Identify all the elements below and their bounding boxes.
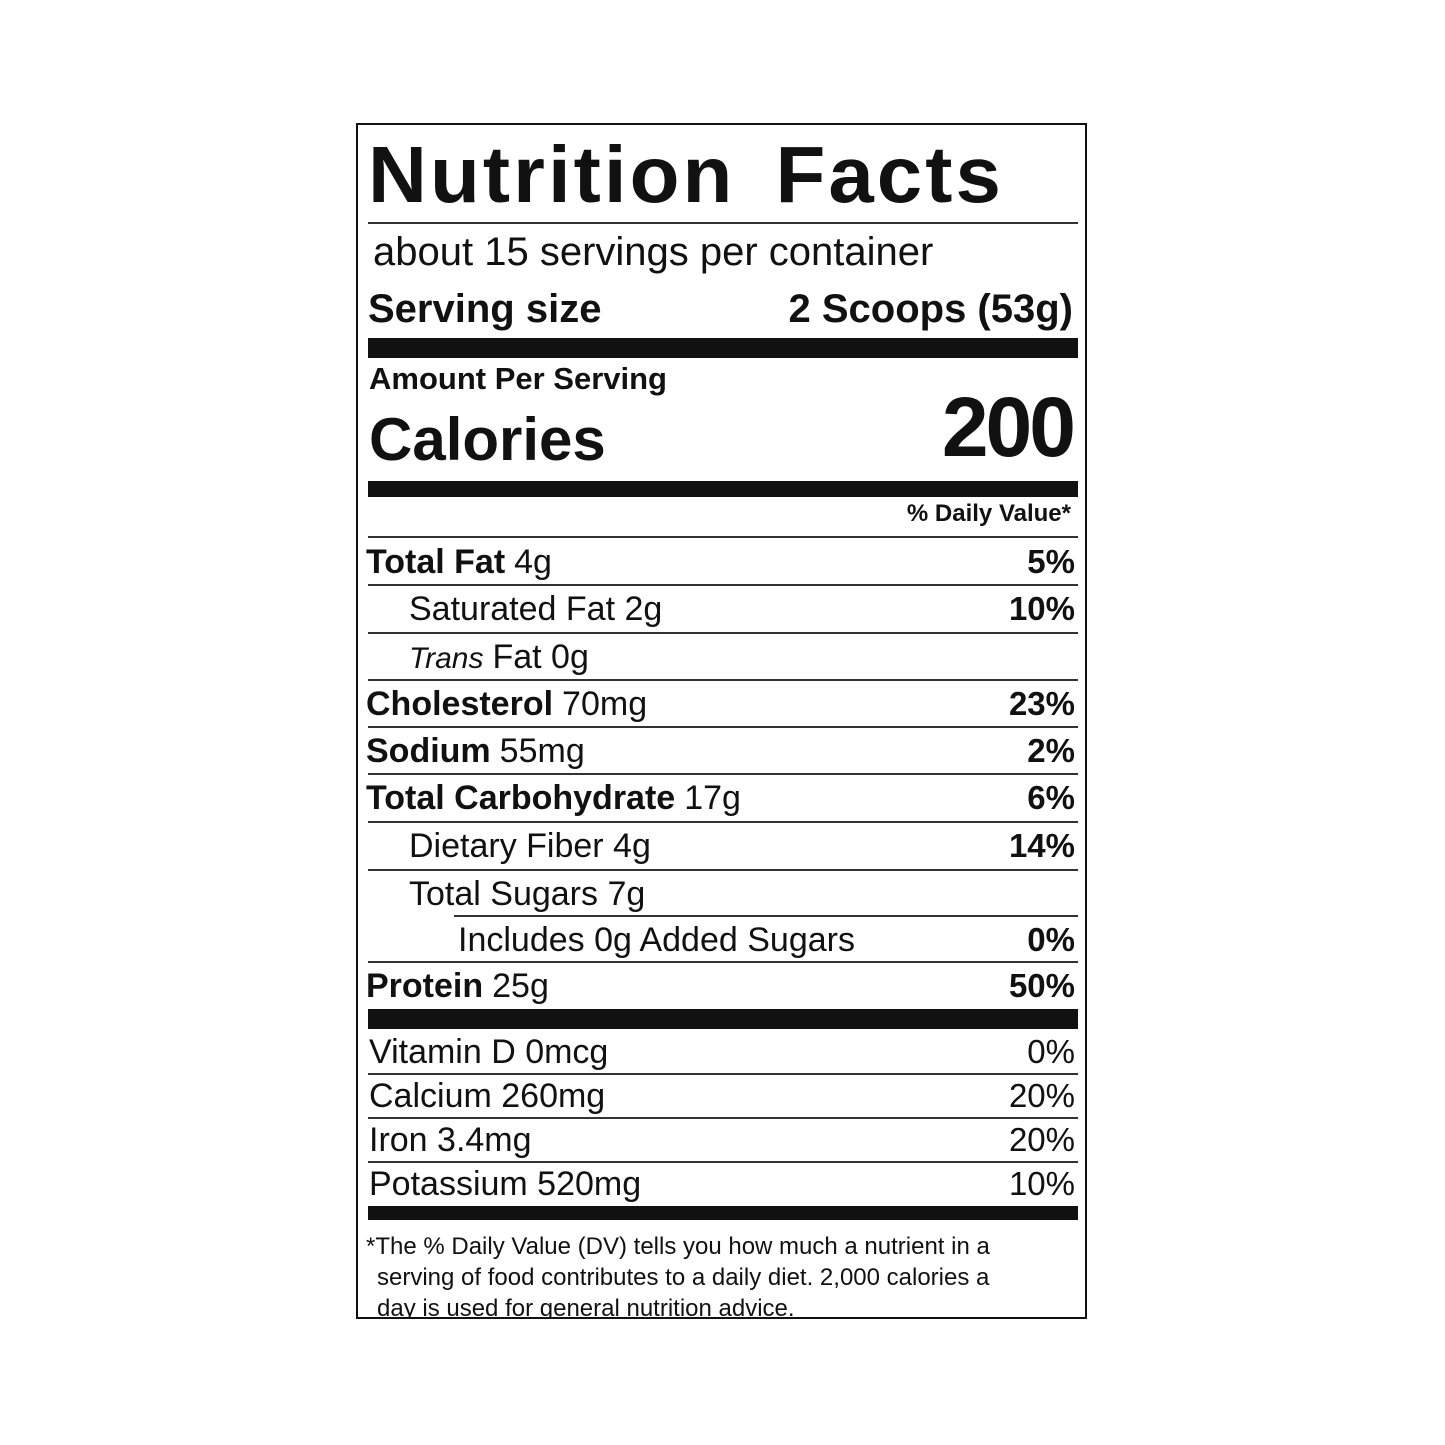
nutrient-daily-value: 23% <box>1008 685 1075 722</box>
vitamin-row-iron: Iron 3.4mg 20% <box>369 1117 1075 1163</box>
footnote-line: *The % Daily Value (DV) tells you how mu… <box>366 1233 990 1260</box>
nutrient-daily-value: 10% <box>1008 1165 1075 1202</box>
label-title: Nutrition Facts <box>368 130 1004 219</box>
divider <box>454 915 1078 917</box>
nutrient-name: Total Carbohydrate <box>366 778 676 817</box>
nutrient-name: Saturated Fat 2g <box>409 589 663 628</box>
nutrient-row-total-carbohydrate: Total Carbohydrate 17g 6% <box>366 775 1075 821</box>
nutrient-row-saturated-fat: Saturated Fat 2g 10% <box>366 586 1075 632</box>
divider <box>368 536 1078 538</box>
serving-size-row: Serving size 2 Scoops (53g) <box>368 285 1073 333</box>
nutrient-name: Protein <box>366 966 484 1005</box>
divider <box>368 584 1078 586</box>
divider <box>368 222 1078 224</box>
nutrient-row-added-sugars: Includes 0g Added Sugars 0% <box>366 917 1075 963</box>
nutrient-row-sodium: Sodium 55mg 2% <box>366 728 1075 774</box>
footnote-line: serving of food contributes to a daily d… <box>377 1264 990 1291</box>
nutrient-row-dietary-fiber: Dietary Fiber 4g 14% <box>366 823 1075 869</box>
nutrition-facts-label: Nutrition Facts about 15 servings per co… <box>356 123 1087 1319</box>
nutrient-daily-value: 14% <box>1008 827 1075 864</box>
footnote-line: day is used for general nutrition advice… <box>377 1295 795 1319</box>
divider <box>368 679 1078 681</box>
nutrient-daily-value: 20% <box>1008 1121 1075 1158</box>
nutrient-name: Total Sugars 7g <box>409 874 646 913</box>
nutrient-name: Vitamin D 0mcg <box>369 1032 609 1071</box>
servings-per-container: about 15 servings per container <box>373 230 934 274</box>
vitamin-row-calcium: Calcium 260mg 20% <box>369 1073 1075 1119</box>
nutrient-name: Dietary Fiber 4g <box>409 826 651 865</box>
serving-size-value: 2 Scoops (53g) <box>788 287 1073 331</box>
nutrient-row-trans-fat: Trans Fat 0g <box>366 634 1075 680</box>
nutrient-row-protein: Protein 25g 50% <box>366 963 1075 1009</box>
vitamin-row-vitamin-d: Vitamin D 0mcg 0% <box>369 1029 1075 1075</box>
nutrient-prefix: Trans <box>409 641 484 675</box>
thick-divider <box>368 481 1078 497</box>
nutrient-amount: 70mg <box>562 684 648 723</box>
thick-divider <box>368 338 1078 358</box>
nutrient-row-cholesterol: Cholesterol 70mg 23% <box>366 681 1075 727</box>
nutrient-name: Potassium 520mg <box>369 1164 642 1203</box>
nutrient-name: Calcium 260mg <box>369 1076 606 1115</box>
divider <box>368 869 1078 871</box>
nutrient-name: Total Fat <box>366 542 506 581</box>
divider <box>368 1073 1078 1075</box>
divider <box>368 821 1078 823</box>
nutrient-amount: 55mg <box>499 731 585 770</box>
vitamin-row-potassium: Potassium 520mg 10% <box>369 1161 1075 1207</box>
nutrient-name: Cholesterol <box>366 684 554 723</box>
nutrient-daily-value: 10% <box>1008 590 1075 627</box>
nutrient-daily-value: 6% <box>1027 779 1075 816</box>
nutrient-amount: 25g <box>492 966 549 1005</box>
nutrient-name: Sodium <box>366 731 491 770</box>
divider <box>368 961 1078 963</box>
divider <box>368 773 1078 775</box>
nutrient-row-total-sugars: Total Sugars 7g <box>366 871 1075 917</box>
thick-divider <box>368 1009 1078 1029</box>
divider <box>368 726 1078 728</box>
divider <box>368 1117 1078 1119</box>
nutrient-row-total-fat: Total Fat 4g 5% <box>366 539 1075 585</box>
nutrient-daily-value: 50% <box>1008 967 1075 1004</box>
daily-value-footnote: *The % Daily Value (DV) tells you how mu… <box>366 1231 1075 1319</box>
nutrient-daily-value: 20% <box>1008 1077 1075 1114</box>
nutrient-amount: 17g <box>684 778 741 817</box>
calories-value: 200 <box>941 380 1076 474</box>
divider <box>368 1161 1078 1163</box>
nutrient-daily-value: 5% <box>1027 543 1075 580</box>
nutrient-name: Includes 0g Added Sugars <box>458 920 855 959</box>
amount-per-serving: Amount Per Serving <box>369 361 667 396</box>
nutrient-daily-value: 0% <box>1027 921 1075 958</box>
calories-label: Calories <box>369 406 606 473</box>
nutrient-daily-value: 0% <box>1027 1033 1075 1070</box>
divider <box>368 632 1078 634</box>
nutrient-amount: 4g <box>514 542 552 581</box>
nutrient-name: Iron 3.4mg <box>369 1120 532 1159</box>
thick-divider <box>368 1206 1078 1220</box>
nutrient-name: Fat 0g <box>492 637 589 676</box>
serving-size-label: Serving size <box>368 287 602 331</box>
daily-value-header: % Daily Value* <box>906 500 1071 527</box>
nutrient-daily-value: 2% <box>1027 732 1075 769</box>
